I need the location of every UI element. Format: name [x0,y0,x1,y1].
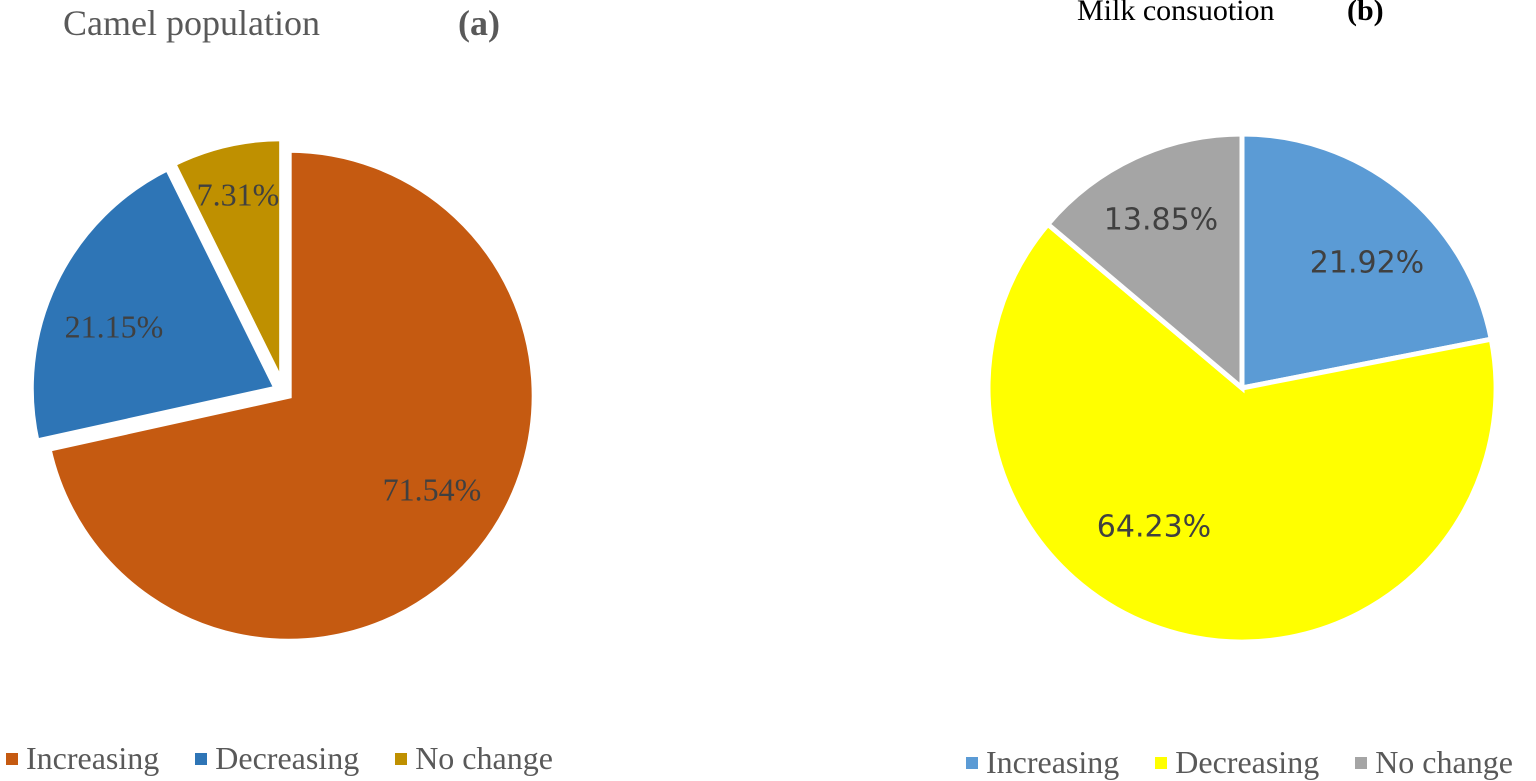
legend-swatch [1155,756,1168,769]
data-label-increasing: 21.92% [1310,246,1424,281]
pie-slice-increasing [44,146,538,645]
chart-a-panel-label: (a) [458,3,500,43]
chart-a-legend: Increasing Decreasing No change [6,740,553,777]
data-label-no-change: 13.85% [1104,203,1218,238]
legend-label: Increasing [986,744,1120,780]
data-label-no-change: 7.31% [197,176,280,212]
legend-item-increasing: Increasing [6,740,159,777]
legend-swatch [6,752,18,765]
pie-slice-decreasing [985,220,1499,645]
legend-item-decreasing: Decreasing [195,740,359,777]
data-label-increasing: 71.54% [383,471,482,507]
data-label-decreasing: 64.23% [1097,510,1211,545]
legend-swatch [395,752,408,765]
legend-swatch [1355,756,1368,769]
pie-slice-no-change [169,135,286,386]
legend-item-decreasing: Decreasing [1155,744,1319,781]
pie-slice-decreasing [27,164,282,446]
legend-label: Decreasing [1175,744,1320,780]
legend-item-no-change: No change [395,740,553,777]
data-label-decreasing: 21.15% [65,308,164,344]
legend-label: Decreasing [215,740,360,776]
legend-swatch [966,756,978,769]
pie-slice-increasing [1239,131,1495,392]
legend-swatch [195,752,208,765]
legend-label: No change [1375,744,1513,780]
chart-a-title: Camel population [63,3,320,43]
legend-label: Increasing [26,740,160,776]
chart-b-legend: Increasing Decreasing No change [966,744,1513,781]
legend-label: No change [415,740,553,776]
chart-b-title: Milk consuotion [1077,0,1275,27]
pie-slice-no-change [1044,131,1245,394]
chart-b-panel-label: (b) [1347,0,1384,27]
legend-item-increasing: Increasing [966,744,1119,781]
legend-item-no-change: No change [1355,744,1513,781]
